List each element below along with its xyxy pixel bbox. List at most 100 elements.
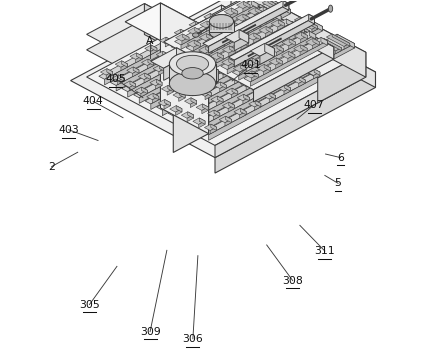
Polygon shape [302,54,307,63]
Polygon shape [168,86,174,92]
Polygon shape [199,46,212,53]
Polygon shape [256,38,262,45]
Polygon shape [286,19,293,27]
Polygon shape [199,34,213,41]
Polygon shape [312,26,318,32]
Polygon shape [194,87,200,93]
Polygon shape [325,67,331,75]
Polygon shape [250,43,274,56]
Polygon shape [250,38,262,45]
Polygon shape [165,100,170,106]
Polygon shape [207,21,213,28]
Polygon shape [165,71,177,78]
Polygon shape [156,82,162,89]
Text: 5: 5 [335,178,341,188]
Polygon shape [230,40,236,46]
Polygon shape [247,80,252,87]
Polygon shape [212,65,218,72]
Polygon shape [218,40,224,47]
Polygon shape [273,0,290,14]
Polygon shape [306,38,319,45]
Polygon shape [163,51,169,58]
Polygon shape [229,59,235,65]
Polygon shape [209,48,221,54]
Polygon shape [287,74,294,81]
Polygon shape [242,27,249,33]
Polygon shape [218,34,224,40]
Polygon shape [254,4,277,17]
Polygon shape [234,108,246,115]
Polygon shape [206,24,213,32]
Polygon shape [276,61,283,68]
Polygon shape [241,43,248,50]
Polygon shape [147,62,154,69]
Polygon shape [292,34,355,68]
Polygon shape [266,26,273,33]
Polygon shape [130,81,136,87]
Polygon shape [182,81,188,87]
Polygon shape [204,42,209,48]
Polygon shape [235,77,241,84]
Polygon shape [178,43,183,50]
Polygon shape [215,72,375,173]
Polygon shape [174,61,180,67]
Polygon shape [256,41,262,48]
Polygon shape [234,17,314,67]
Polygon shape [233,65,247,72]
Text: 407: 407 [304,100,325,110]
Polygon shape [242,30,249,37]
Polygon shape [230,46,236,53]
Polygon shape [309,14,314,24]
Polygon shape [211,124,217,131]
Text: 6: 6 [337,153,344,163]
Polygon shape [187,40,200,47]
Polygon shape [206,34,213,40]
Polygon shape [270,64,282,71]
Polygon shape [290,48,296,57]
Polygon shape [118,78,124,84]
Polygon shape [206,46,212,53]
Polygon shape [191,55,218,82]
Polygon shape [273,82,279,88]
Polygon shape [310,43,333,55]
Polygon shape [231,20,237,27]
Polygon shape [112,75,124,81]
Polygon shape [282,52,295,59]
Polygon shape [122,24,250,92]
Polygon shape [218,37,224,44]
Polygon shape [160,37,172,44]
Polygon shape [128,26,250,97]
Polygon shape [221,11,227,20]
Polygon shape [224,20,237,28]
Polygon shape [299,52,316,64]
Polygon shape [181,112,194,118]
Polygon shape [239,30,249,43]
Polygon shape [246,9,290,38]
Polygon shape [337,34,355,48]
Polygon shape [258,39,272,46]
Polygon shape [186,35,198,42]
Polygon shape [222,102,235,109]
Polygon shape [265,58,270,65]
Polygon shape [228,0,290,33]
Polygon shape [194,40,200,47]
Polygon shape [188,112,194,118]
Polygon shape [279,42,284,50]
Polygon shape [204,16,281,62]
Polygon shape [287,40,293,45]
Polygon shape [212,14,226,21]
Polygon shape [217,99,223,106]
Polygon shape [210,14,216,20]
Polygon shape [285,85,290,91]
Polygon shape [219,116,231,123]
Polygon shape [151,39,273,110]
Text: 405: 405 [105,74,126,84]
Polygon shape [230,33,237,40]
Polygon shape [116,20,238,91]
Polygon shape [209,70,331,140]
Polygon shape [213,113,220,120]
Polygon shape [304,31,309,37]
Polygon shape [193,10,270,55]
Polygon shape [285,57,297,63]
Polygon shape [179,92,185,98]
